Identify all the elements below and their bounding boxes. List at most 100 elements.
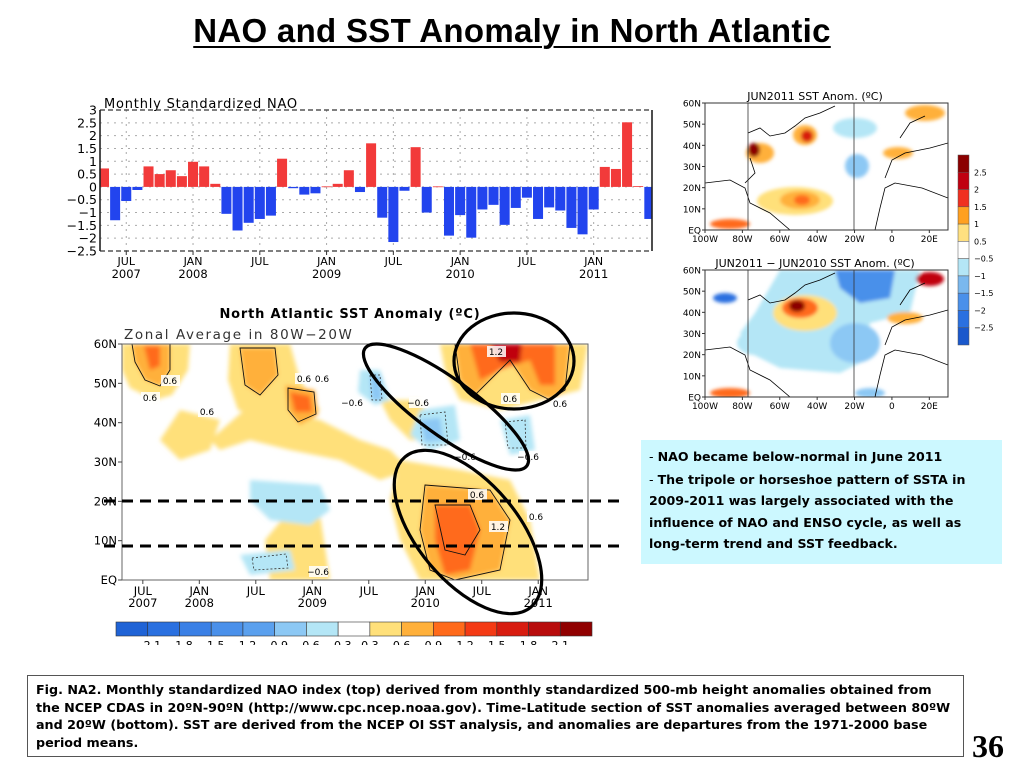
- nao-bar-Aug09: [399, 186, 410, 191]
- nao-y-tick-label: −1.5: [67, 218, 97, 233]
- nao-bar-Dec09: [443, 186, 455, 236]
- map-colorbar-swatch: [957, 310, 970, 328]
- map-colorbar-swatch: [957, 241, 970, 259]
- hov-contour-label: 0.6: [198, 406, 217, 418]
- svg-text:0.6: 0.6: [143, 394, 158, 404]
- nao-bar-Jun07: [110, 186, 121, 221]
- nao-y-tick-label: −1: [79, 205, 97, 220]
- hov-contour-label: 0.6: [141, 392, 160, 404]
- note-text: NAO became below-normal in June 2011: [657, 449, 943, 464]
- map-y-tick-label: 40N: [683, 309, 701, 319]
- nao-y-tick-label: 2: [89, 128, 97, 143]
- hov-y-tick-label: 50N: [94, 376, 117, 390]
- nao-bar-Oct07: [154, 174, 165, 187]
- figure-caption: Fig. NA2. Monthly standardized NAO index…: [27, 675, 964, 757]
- nao-bar-Jun10: [510, 186, 521, 208]
- nao-bar-Nov10: [566, 186, 577, 228]
- svg-text:1.2: 1.2: [491, 523, 505, 533]
- map-y-tick-label: 30N: [683, 330, 701, 340]
- map1-x-axis: 100W 80W 60W 40W 20W 0 20E: [692, 230, 938, 245]
- map-x-tick-label: 0: [889, 402, 895, 412]
- nao-bar-May09: [366, 143, 377, 187]
- hov-x-tick-month: JAN: [414, 584, 435, 598]
- map2-title: JUN2011 − JUN2010 SST Anom. (ºC): [714, 257, 914, 270]
- map-y-tick-label: 10N: [683, 372, 701, 382]
- hov-colorbar-swatch: [496, 621, 529, 637]
- field-warm-4: [160, 410, 220, 460]
- map2-y-axis: 60N 50N 40N 30N 20N 10N EQ: [683, 267, 705, 404]
- hov-contour-label: −0.6: [341, 397, 363, 409]
- nao-bar-Oct08: [288, 186, 299, 189]
- hov-chart-title: North Atlantic SST Anomaly (ºC): [220, 307, 481, 322]
- nao-bar-chart: Monthly Standardized NAO 32.521.510.50−0…: [67, 97, 653, 281]
- slide-title-text: NAO and SST Anomaly in North Atlantic: [193, 12, 831, 49]
- hov-colorbar-label: −2.1: [134, 639, 161, 645]
- field-warm-3: [210, 405, 410, 480]
- map-x-tick-label: 100W: [692, 235, 718, 245]
- nao-bar-Mar11: [610, 168, 621, 187]
- nao-bar-Feb11: [599, 166, 610, 187]
- note-item: - NAO became below-normal in June 2011: [649, 446, 996, 468]
- hov-x-tick-month: JUL: [246, 584, 266, 598]
- nao-x-tick-year: 2009: [312, 267, 341, 281]
- map-colorbar-swatch: [957, 292, 970, 311]
- hov-contour-label: 1.2: [487, 346, 506, 358]
- map-y-tick-label: EQ: [688, 394, 701, 404]
- hov-colorbar-swatch: [337, 621, 371, 637]
- hov-colorbar-swatch: [179, 621, 212, 637]
- nao-bar-Nov09: [432, 186, 443, 188]
- hov-colorbar-swatch: [242, 621, 275, 637]
- ellipse-tropical-warm: [392, 448, 544, 616]
- nao-bar-Sep09: [410, 147, 421, 187]
- map-colorbar-label: −1: [974, 272, 986, 281]
- nao-bar-Jun08: [243, 186, 254, 223]
- svg-text:0.6: 0.6: [503, 395, 518, 405]
- nao-bar-Sep10: [544, 186, 555, 208]
- nao-bar-May08: [232, 186, 243, 231]
- hov-y-tick-label: 10N: [94, 534, 117, 548]
- nao-bar-Dec08: [310, 186, 321, 194]
- svg-text:−0.6: −0.6: [454, 453, 476, 463]
- nao-bar-Oct09: [421, 186, 432, 213]
- nao-bar-Sep07: [143, 166, 154, 187]
- nao-bar-Jun09: [377, 186, 388, 218]
- hov-x-tick-month: JAN: [301, 584, 322, 598]
- map-colorbar-swatch: [957, 327, 970, 346]
- hov-colorbar-label: −1.2: [230, 639, 257, 645]
- nao-x-tick-month: JAN: [183, 255, 203, 268]
- field-cool-5: [240, 550, 295, 575]
- svg-text:0.6: 0.6: [553, 400, 568, 410]
- map-x-tick-label: 40W: [807, 402, 827, 412]
- nao-x-tick-month: JUL: [517, 255, 536, 268]
- map2-x-axis: 100W 80W 60W 40W 20W 0 20E: [692, 397, 938, 412]
- nao-bar-Aug08: [265, 186, 276, 216]
- map1-coastlines: [705, 105, 948, 230]
- hov-chart-subtitle: Zonal Average in 80W−20W: [124, 327, 353, 343]
- nao-bar-Jan08: [188, 161, 199, 187]
- map-y-tick-label: 60N: [683, 100, 701, 110]
- hov-colorbar-swatch: [559, 621, 593, 637]
- hov-contour-label: −0.6: [454, 451, 476, 463]
- map-colorbar-label: 2.5: [974, 168, 987, 177]
- ellipse-subpolar-warm: [452, 311, 576, 411]
- nao-bar-Mar08: [210, 183, 221, 187]
- map-colorbar-label: −1.5: [974, 289, 993, 298]
- svg-text:−0.6: −0.6: [307, 568, 329, 578]
- hov-contour-label: 0.6: [551, 398, 570, 410]
- map-y-tick-label: 30N: [683, 163, 701, 173]
- nao-bar-Nov08: [299, 186, 310, 195]
- hov-colorbar-label: 1.5: [488, 639, 506, 645]
- hov-x-tick-month: JUL: [133, 584, 153, 598]
- hov-contour-label: 0.6: [295, 373, 314, 385]
- nao-bar-Jun11: [644, 186, 652, 219]
- hov-colorbar-label: 1.2: [456, 639, 474, 645]
- note-dash: -: [649, 449, 658, 464]
- map-y-tick-label: 20N: [683, 184, 701, 194]
- map-colorbar-swatch: [957, 258, 970, 277]
- nao-y-tick-label: −2: [79, 231, 97, 246]
- nao-y-tick-label: 2.5: [77, 115, 97, 130]
- hov-contour-label: 0.6: [527, 511, 546, 523]
- nao-x-tick-month: JAN: [583, 255, 603, 268]
